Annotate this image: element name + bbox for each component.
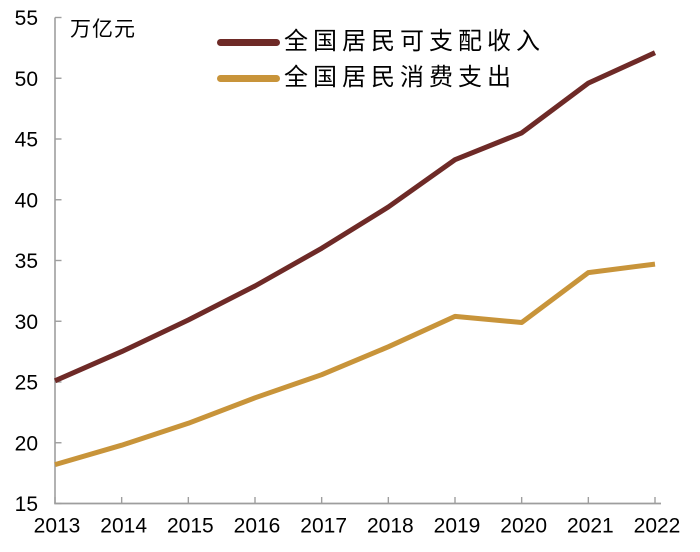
legend-item-disposable-income: 全国居民可支配收入: [217, 24, 545, 60]
y-tick-label: 30: [15, 311, 38, 334]
x-tick-label: 2015: [167, 515, 214, 538]
x-tick-label: 2013: [34, 515, 81, 538]
legend-label: 全国居民消费支出: [284, 64, 516, 91]
x-tick-label: 2020: [500, 515, 547, 538]
x-tick-label: 2018: [367, 515, 414, 538]
x-tick-label: 2022: [634, 515, 681, 538]
legend-swatch-line-icon: [217, 74, 280, 82]
x-tick-label: 2019: [434, 515, 481, 538]
series-line-1: [54, 261, 656, 468]
y-tick-label: 25: [15, 372, 38, 395]
y-tick-label: 15: [15, 493, 38, 516]
y-tick-label: 35: [15, 250, 38, 273]
x-tick-label: 2016: [234, 515, 281, 538]
legend-swatch-line-icon: [217, 38, 280, 46]
y-tick-label: 50: [15, 68, 38, 91]
y-tick-label: 20: [15, 432, 38, 455]
x-tick-label: 2021: [567, 515, 614, 538]
y-tick-label: 55: [15, 7, 38, 30]
legend-item-consumption: 全国居民消费支出: [217, 60, 545, 96]
y-tick-label: 45: [15, 129, 38, 152]
legend-label: 全国居民可支配收入: [284, 28, 545, 55]
legend: 全国居民可支配收入 全国居民消费支出: [217, 24, 545, 96]
series-line-0: [53, 50, 657, 384]
y-axis-unit-label: 万亿元: [70, 18, 136, 41]
x-tick-label: 2014: [100, 515, 147, 538]
y-tick-label: 40: [15, 189, 38, 212]
x-tick-label: 2017: [300, 515, 347, 538]
